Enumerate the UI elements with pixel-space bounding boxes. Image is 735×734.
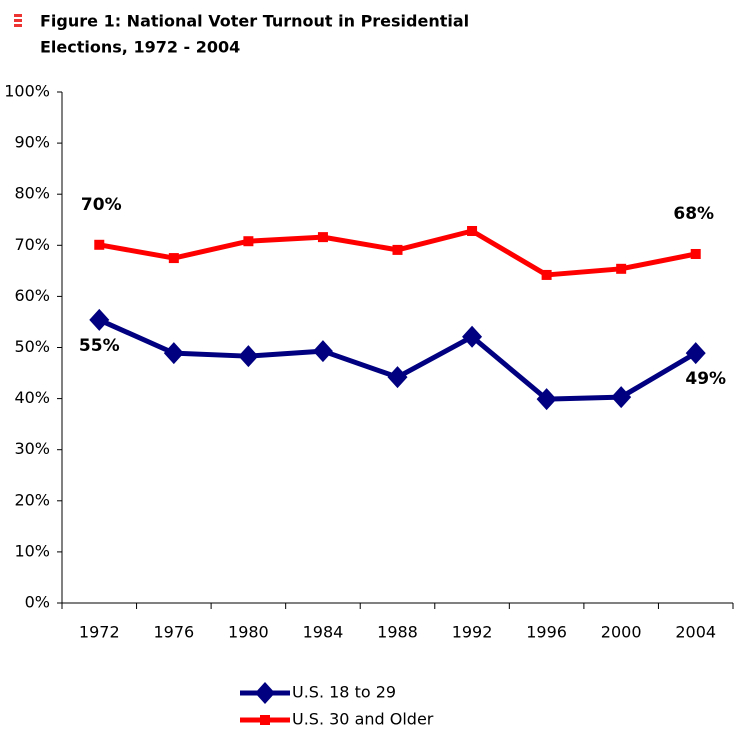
point (238, 345, 259, 368)
point (541, 269, 552, 280)
point (462, 325, 483, 348)
y-tick-label: 0% (25, 593, 50, 612)
point (611, 386, 632, 409)
x-tick-label: 1976 (153, 623, 194, 642)
x-tick-label: 1972 (79, 623, 120, 642)
point (163, 342, 184, 365)
point (690, 248, 701, 259)
x-tick-label: 1980 (228, 623, 269, 642)
value-label: 70% (81, 195, 122, 215)
point (467, 225, 478, 236)
point (387, 366, 408, 389)
legend-label: U.S. 18 to 29 (292, 683, 396, 702)
point (94, 239, 105, 250)
chart-title: Figure 1: National Voter Turnout in Pres… (40, 12, 469, 31)
legend-marker (260, 715, 270, 725)
y-tick-label: 20% (14, 490, 50, 509)
x-tick-label: 1992 (452, 623, 493, 642)
x-tick-label: 2000 (601, 623, 642, 642)
point (243, 236, 254, 247)
point (685, 342, 706, 365)
point (89, 308, 110, 331)
x-tick-label: 1984 (303, 623, 344, 642)
point (616, 263, 627, 274)
y-tick-label: 40% (14, 388, 50, 407)
x-tick-label: 1988 (377, 623, 418, 642)
point (317, 232, 328, 243)
y-tick-label: 50% (14, 337, 50, 356)
legend-label: U.S. 30 and Older (292, 710, 434, 729)
y-tick-label: 70% (14, 235, 50, 254)
value-label: 49% (685, 369, 726, 389)
point (312, 340, 333, 363)
title-icon (14, 14, 22, 27)
y-tick-label: 100% (4, 82, 50, 101)
chart-title: Elections, 1972 - 2004 (40, 38, 240, 57)
y-tick-label: 30% (14, 439, 50, 458)
x-tick-label: 1996 (526, 623, 567, 642)
y-tick-label: 10% (14, 541, 50, 560)
value-label: 68% (673, 204, 714, 224)
point (168, 253, 179, 264)
value-label: 55% (79, 336, 120, 356)
y-tick-label: 60% (14, 286, 50, 305)
legend-marker (255, 682, 275, 704)
y-tick-label: 90% (14, 133, 50, 152)
point (536, 388, 557, 411)
point (392, 244, 403, 255)
y-tick-label: 80% (14, 184, 50, 203)
x-tick-label: 2004 (675, 623, 716, 642)
